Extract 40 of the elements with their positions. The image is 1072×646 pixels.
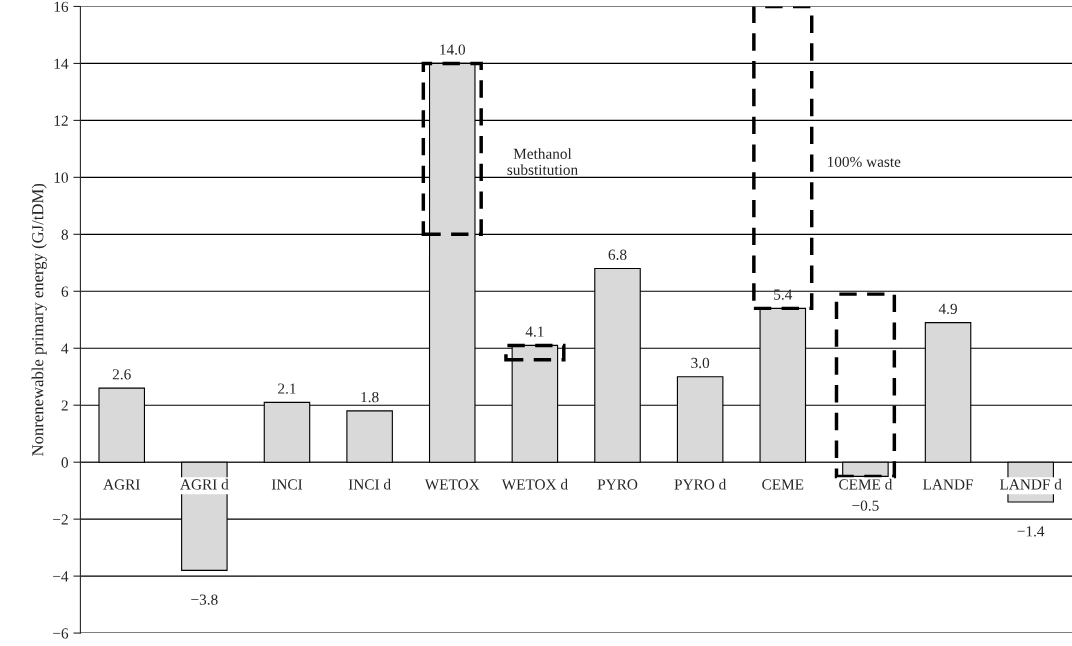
data-label: −0.5	[852, 500, 879, 511]
data-label: 4.9	[938, 303, 957, 315]
data-label: 6.8	[608, 249, 627, 260]
data-label: −3.8	[191, 594, 218, 605]
y-tick-label: 0	[61, 457, 69, 468]
data-label: 2.1	[278, 383, 296, 394]
y-tick-label: −4	[53, 571, 69, 582]
y-axis-title: Nonrenewable primary energy (GJ/tDM)	[31, 183, 47, 456]
y-tick-label: 10	[54, 172, 69, 183]
x-tick-label: AGRI d	[180, 478, 229, 490]
x-tick-label: PYRO d	[674, 478, 727, 490]
data-label: 5.4	[774, 289, 793, 300]
x-tick-label: INCI d	[348, 478, 391, 490]
y-tick-label: 6	[61, 286, 69, 297]
data-label: 1.8	[361, 391, 379, 403]
y-tick-label: 8	[61, 229, 69, 240]
y-tick-label: 14	[54, 58, 69, 69]
x-tick-label: PYRO	[597, 479, 638, 490]
y-tick-label: 16	[54, 1, 69, 12]
data-label: 4.1	[525, 326, 544, 337]
data-label: 14.0	[440, 44, 466, 55]
annotation: Methanol substitution	[507, 148, 578, 175]
y-tick-label: −2	[53, 514, 68, 525]
x-tick-label: LANDF d	[999, 478, 1062, 490]
y-tick-label: 2	[61, 400, 68, 411]
data-label: 2.6	[112, 369, 131, 380]
y-tick-label: 12	[54, 115, 68, 126]
data-label: 3.0	[691, 357, 710, 369]
data-label: −1.4	[1017, 526, 1045, 537]
x-tick-label: CEME d	[839, 478, 893, 490]
x-tick-label: INCI	[271, 479, 303, 490]
annotation: 100% waste	[827, 156, 901, 167]
x-tick-label: LANDF	[923, 479, 973, 490]
y-tick-label: 4	[61, 343, 69, 354]
y-tick-label: −6	[53, 628, 69, 639]
x-tick-label: AGRI	[103, 479, 140, 490]
x-tick-label: WETOX d	[501, 478, 568, 490]
x-tick-label: WETOX	[424, 479, 480, 490]
x-tick-label: CEME	[762, 479, 804, 490]
bar	[346, 410, 393, 463]
